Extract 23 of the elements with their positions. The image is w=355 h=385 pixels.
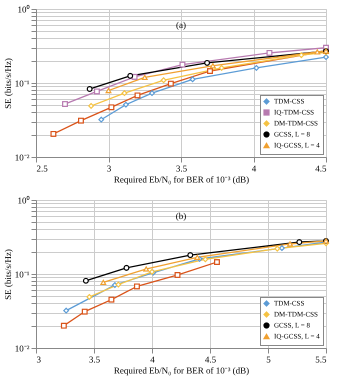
y-axis-title: SE (bits/s/Hz) [2,249,13,300]
x-tick-label: 4.5 [315,164,327,174]
x-tick-label: 4 [150,354,156,364]
x-tick-label: 3 [106,164,112,174]
x-tick-label: 4 [252,164,257,174]
x-tick-label: 5 [266,354,272,364]
annotation: (b) [176,211,186,221]
x-tick-label: 3.5 [88,354,101,364]
x-tick-label: 3 [36,354,42,364]
y-tick-label: 10⁻¹ [14,78,30,88]
annotation: (a) [176,20,186,30]
y-tick-label: 10⁻² [14,152,30,162]
y-tick-label: 10⁰ [18,4,30,14]
y-axis-title: SE (bits/s/Hz) [2,58,13,109]
y-tick-label: 10⁰ [18,196,30,206]
y-tick-label: 10⁻² [14,344,30,354]
y-tick-label: 10⁻¹ [14,270,30,280]
x-tick-label: 4.5 [204,354,217,364]
x-tick-label: 3.5 [176,164,188,174]
x-tick-label: 2.5 [36,164,48,174]
x-axis-title: Required Eb/N₀ for BER of 10⁻³ (dB) [114,366,250,376]
x-tick-label: 5.5 [315,354,327,364]
x-axis-title: Required Eb/N₀ for BER of 10⁻³ (dB) [114,174,250,184]
